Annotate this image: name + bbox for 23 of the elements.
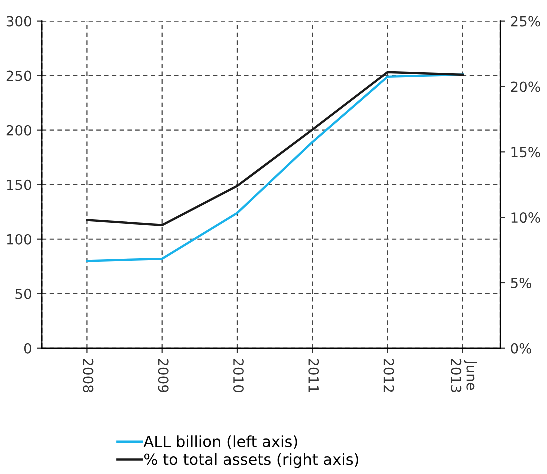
x-tick-label: 2011: [308, 359, 320, 392]
y-tick-label: 150: [7, 180, 32, 190]
y-tick-label: 250: [6, 70, 32, 82]
y2-tick-label: 5%: [511, 278, 532, 288]
x-tick-label: 2012: [384, 359, 394, 392]
y2-tick-label: 20%: [511, 82, 540, 92]
legend-label: % to total assets (right axis): [144, 453, 358, 468]
y-tick-label: 0: [24, 343, 32, 354]
y-tick-label: 200: [6, 125, 32, 136]
y-tick-label: 300: [6, 16, 32, 27]
x-tick-label: 2008: [83, 359, 94, 393]
y2-tick-label: 0%: [511, 343, 532, 354]
x-tick-label: June 2013: [451, 359, 477, 392]
line-series: [86, 71, 464, 227]
x-tick-label: 2010: [233, 359, 244, 393]
x-tick-label: 2009: [158, 359, 169, 392]
line-series: [86, 74, 464, 262]
y-tick-label: 100: [7, 234, 32, 245]
legend-label: ALL billion (left axis): [144, 436, 298, 450]
y2-tick-label: 15%: [512, 147, 540, 158]
y-tick-label: 50: [16, 288, 32, 300]
y2-tick-label: 25%: [511, 16, 540, 27]
y2-tick-label: 10%: [512, 212, 540, 224]
